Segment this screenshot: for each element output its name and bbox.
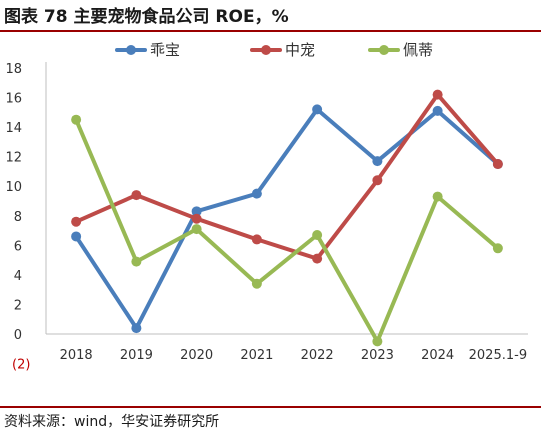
x-tick-label: 2023 bbox=[361, 348, 394, 363]
source-note: 资料来源：wind，华安证券研究所 bbox=[4, 414, 220, 430]
data-point bbox=[131, 323, 142, 334]
y-tick-label: 4 bbox=[14, 269, 22, 284]
y-tick-label: 12 bbox=[5, 151, 22, 166]
source-rule bbox=[0, 406, 541, 408]
y-tick-label: (2) bbox=[12, 358, 30, 373]
x-axis-ticks: 2018 2019 2020 2021 2022 2023 2024 2025.1-9 bbox=[60, 348, 528, 363]
data-point bbox=[312, 229, 323, 240]
legend-label: 中宠 bbox=[285, 41, 315, 59]
y-tick-label: 8 bbox=[14, 210, 22, 225]
title-rule bbox=[0, 30, 541, 32]
data-point bbox=[372, 175, 383, 186]
y-tick-label: 6 bbox=[14, 239, 22, 254]
series-line bbox=[74, 117, 500, 344]
legend: 乖宝 中宠 佩蒂 bbox=[115, 41, 433, 59]
y-tick-label: 18 bbox=[5, 62, 22, 77]
data-point bbox=[251, 234, 262, 245]
figure-title: 图表 78 主要宠物食品公司 ROE，% bbox=[4, 7, 289, 27]
data-point bbox=[312, 253, 323, 264]
y-tick-label: 0 bbox=[14, 328, 22, 343]
data-point bbox=[131, 256, 142, 267]
y-tick-label: 10 bbox=[5, 180, 22, 195]
data-point bbox=[191, 206, 202, 217]
data-point bbox=[131, 190, 142, 201]
legend-marker bbox=[261, 45, 271, 55]
data-point bbox=[312, 104, 323, 115]
data-point bbox=[71, 231, 82, 242]
y-tick-label: 2 bbox=[14, 298, 22, 313]
data-point bbox=[251, 278, 262, 289]
legend-label: 佩蒂 bbox=[403, 41, 433, 59]
data-point bbox=[372, 336, 383, 347]
legend-label: 乖宝 bbox=[150, 41, 180, 59]
series-lines bbox=[71, 89, 503, 347]
data-point bbox=[492, 243, 503, 254]
x-tick-label: 2025.1-9 bbox=[469, 348, 527, 363]
x-tick-label: 2022 bbox=[301, 348, 334, 363]
y-tick-label: 14 bbox=[5, 121, 22, 136]
series-line bbox=[74, 107, 500, 331]
x-tick-label: 2019 bbox=[120, 348, 153, 363]
legend-marker bbox=[379, 45, 389, 55]
x-tick-label: 2021 bbox=[240, 348, 273, 363]
x-tick-label: 2018 bbox=[60, 348, 93, 363]
y-axis-ticks: 18 16 14 12 10 8 6 4 2 0 (2) bbox=[5, 62, 30, 373]
y-tick-label: 16 bbox=[5, 92, 22, 107]
data-point bbox=[71, 216, 82, 227]
data-point bbox=[372, 156, 383, 167]
data-point bbox=[432, 191, 443, 202]
series-line bbox=[74, 92, 500, 261]
axes bbox=[45, 62, 528, 335]
x-tick-label: 2024 bbox=[421, 348, 454, 363]
data-point bbox=[492, 159, 503, 170]
x-tick-label: 2020 bbox=[180, 348, 213, 363]
data-point bbox=[191, 213, 202, 224]
legend-marker bbox=[126, 45, 136, 55]
data-point bbox=[432, 89, 443, 100]
data-point bbox=[191, 224, 202, 235]
data-point bbox=[71, 114, 82, 125]
data-point bbox=[432, 105, 443, 116]
data-point bbox=[251, 188, 262, 199]
